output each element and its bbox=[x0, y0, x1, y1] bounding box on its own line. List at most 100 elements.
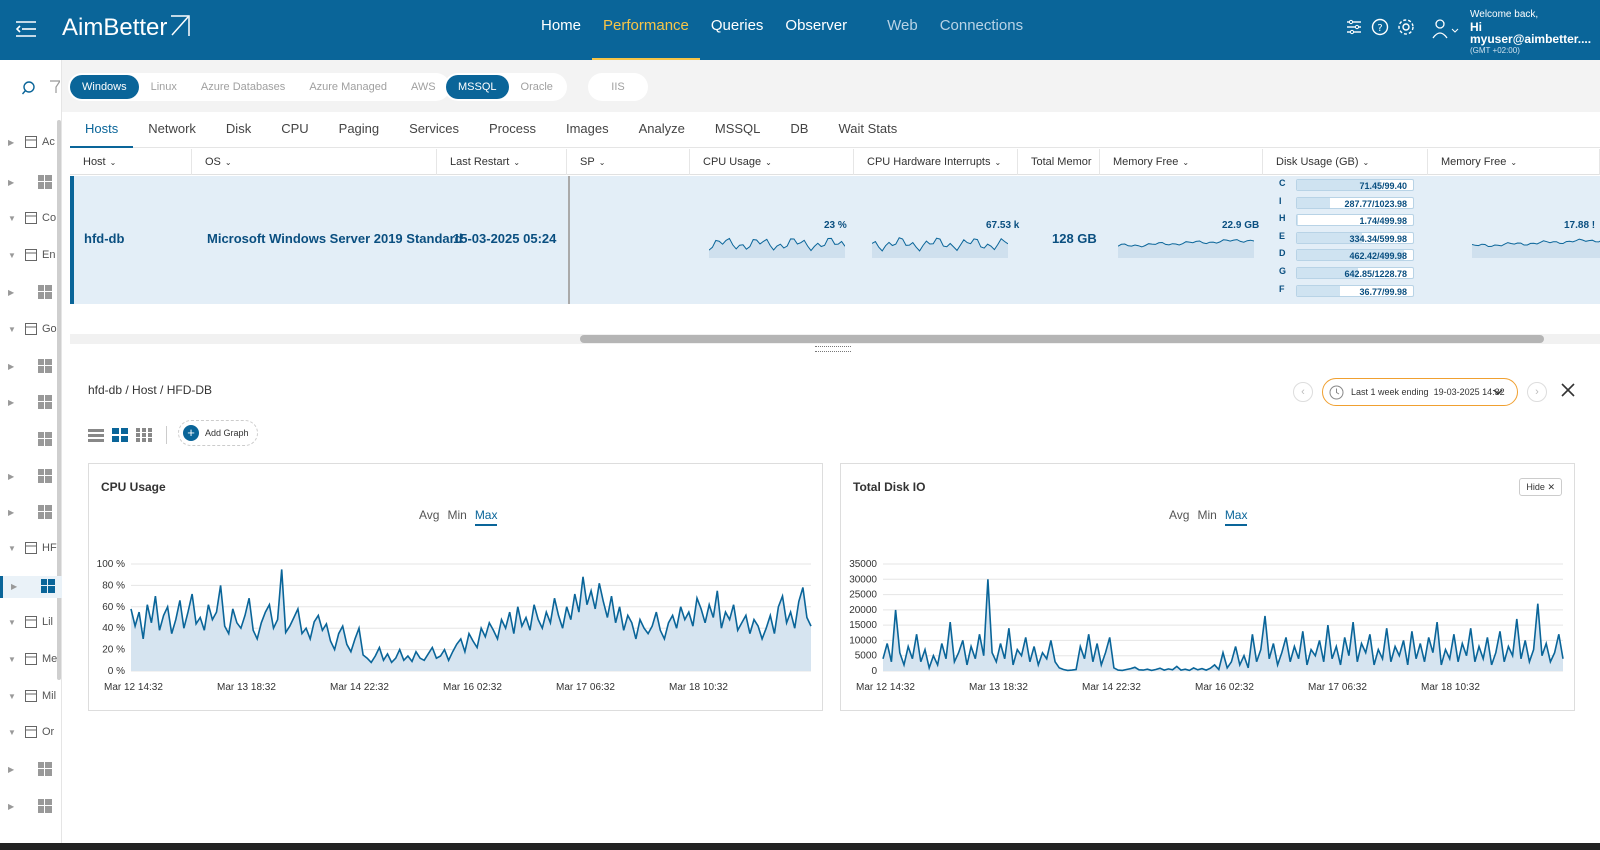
series-line[interactable] bbox=[130, 569, 812, 664]
chevron-down-icon[interactable]: ▼ bbox=[8, 214, 16, 223]
sidebar-server-item[interactable] bbox=[0, 429, 62, 451]
filter-windows[interactable]: Windows bbox=[70, 75, 139, 99]
close-icon[interactable] bbox=[1560, 382, 1576, 398]
cpu-usage-chart[interactable]: 0 % 20 % 40 % 60 % 80 % 100 % Mar 12 14:32 Mar … bbox=[89, 554, 822, 704]
disk-usage-item[interactable]: E 334.34/599.98 bbox=[1274, 231, 1434, 245]
sidebar-group[interactable]: ▼ En bbox=[0, 245, 62, 267]
menu-toggle-icon[interactable] bbox=[16, 20, 36, 38]
agg-max[interactable]: Max bbox=[474, 508, 498, 526]
filter-icon[interactable] bbox=[50, 80, 60, 94]
add-graph-button[interactable]: + Add Graph bbox=[178, 420, 258, 446]
chevron-down-icon[interactable]: ▼ bbox=[8, 655, 16, 664]
disk-io-chart[interactable]: 0 5000 10000 15000 20000 25000 30000 35000 Mar 1… bbox=[841, 554, 1574, 704]
tab-db[interactable]: DB bbox=[790, 121, 809, 136]
time-range-dropdown[interactable]: Last 1 week ending 19-03-2025 14:32 bbox=[1322, 378, 1518, 406]
two-column-view-icon[interactable] bbox=[112, 428, 128, 442]
tab-services[interactable]: Services bbox=[409, 121, 459, 136]
nav-performance[interactable]: Performance bbox=[592, 0, 700, 60]
chevron-right-icon[interactable]: ▶ bbox=[8, 398, 15, 407]
app-logo[interactable]: AimBetter bbox=[62, 14, 191, 42]
tab-analyze[interactable]: Analyze bbox=[638, 121, 685, 136]
sidebar-group[interactable]: ▶ Ac bbox=[0, 132, 62, 154]
agg-avg[interactable]: Avg bbox=[419, 508, 440, 522]
next-period-button[interactable]: › bbox=[1527, 382, 1547, 402]
memory-free-2-sparkline[interactable] bbox=[1472, 228, 1600, 258]
column-header[interactable]: CPU Hardware Interrupts ⌄ bbox=[854, 149, 1018, 175]
chevron-right-icon[interactable]: ▶ bbox=[8, 362, 15, 371]
disk-usage-item[interactable]: F 36.77/99.98 bbox=[1274, 284, 1434, 298]
tab-network[interactable]: Network bbox=[148, 121, 196, 136]
help-icon[interactable]: ? bbox=[1371, 18, 1389, 36]
sidebar-server-item[interactable]: ▶ bbox=[0, 502, 62, 524]
chevron-down-icon[interactable]: ▼ bbox=[8, 692, 16, 701]
tab-process[interactable]: Process bbox=[489, 121, 536, 136]
tab-images[interactable]: Images bbox=[565, 121, 609, 136]
user-icon[interactable] bbox=[1432, 18, 1460, 40]
tab-paging[interactable]: Paging bbox=[338, 121, 380, 136]
agg-min[interactable]: Min bbox=[447, 508, 467, 522]
agg-max[interactable]: Max bbox=[1224, 508, 1248, 526]
disk-usage-item[interactable]: D 462.42/499.98 bbox=[1274, 248, 1434, 262]
sidebar-scrollbar[interactable] bbox=[57, 120, 61, 680]
disk-usage-item[interactable]: G 642.85/1228.78 bbox=[1274, 266, 1434, 280]
sidebar-server-item[interactable]: ▶ bbox=[0, 282, 62, 304]
chevron-down-icon[interactable]: ▶ bbox=[8, 138, 15, 147]
sidebar-server-item[interactable]: ▶ bbox=[0, 466, 62, 488]
sidebar-server-item[interactable]: ▶ bbox=[0, 172, 62, 194]
filter-oracle[interactable]: Oracle bbox=[520, 81, 553, 93]
hide-chart-button[interactable]: Hide ✕ bbox=[1519, 478, 1562, 496]
table-horizontal-scrollbar[interactable] bbox=[580, 335, 1544, 343]
cpu-interrupts-sparkline[interactable] bbox=[872, 228, 1008, 258]
agg-min[interactable]: Min bbox=[1197, 508, 1217, 522]
filter-mssql[interactable]: MSSQL bbox=[446, 75, 509, 99]
chevron-right-icon[interactable]: ▶ bbox=[8, 178, 15, 187]
cpu-usage-sparkline[interactable] bbox=[709, 228, 845, 258]
sidebar-server-item[interactable]: ▶ bbox=[0, 759, 62, 781]
sidebar-server-item[interactable]: ▶ bbox=[0, 576, 62, 598]
column-header[interactable]: Memory Free ⌄ bbox=[1100, 149, 1263, 175]
chevron-down-icon[interactable]: ▼ bbox=[8, 728, 16, 737]
column-header[interactable]: Total Memor bbox=[1018, 149, 1100, 175]
nav-web[interactable]: Web bbox=[887, 17, 918, 34]
tab-cpu[interactable]: CPU bbox=[281, 121, 309, 136]
filter-aws[interactable]: AWS bbox=[410, 81, 436, 93]
chevron-down-icon[interactable]: ▼ bbox=[8, 325, 16, 334]
filter-iis[interactable]: IIS bbox=[611, 81, 625, 93]
column-header[interactable]: OS ⌄ bbox=[192, 149, 437, 175]
chevron-right-icon[interactable]: ▶ bbox=[8, 508, 15, 517]
host-cell[interactable]: hfd-db bbox=[84, 231, 125, 246]
nav-home[interactable]: Home bbox=[541, 17, 582, 34]
filter-azure-databases[interactable]: Azure Databases bbox=[200, 81, 286, 93]
column-header[interactable]: Last Restart ⌄ bbox=[437, 149, 567, 175]
disk-usage-item[interactable]: C 71.45/99.40 bbox=[1274, 178, 1434, 192]
column-header[interactable]: Disk Usage (GB) ⌄ bbox=[1263, 149, 1428, 175]
column-header[interactable]: SP ⌄ bbox=[567, 149, 690, 175]
sidebar-server-item[interactable]: ▶ bbox=[0, 796, 62, 818]
filter-linux[interactable]: Linux bbox=[150, 81, 177, 93]
prev-period-button[interactable]: ‹ bbox=[1293, 382, 1313, 402]
sidebar-group[interactable]: ▼ Lil bbox=[0, 612, 62, 634]
sidebar-server-item[interactable]: ▶ bbox=[0, 392, 62, 414]
list-view-icon[interactable] bbox=[88, 428, 104, 442]
chevron-right-icon[interactable]: ▶ bbox=[8, 288, 15, 297]
disk-usage-item[interactable]: I 287.77/1023.98 bbox=[1274, 196, 1434, 210]
tab-hosts[interactable]: Hosts bbox=[70, 112, 134, 148]
tab-mssql[interactable]: MSSQL bbox=[714, 121, 761, 136]
panel-resize-handle[interactable] bbox=[815, 346, 851, 352]
grid-view-icon[interactable] bbox=[136, 428, 152, 442]
sidebar-server-item[interactable]: ▶ bbox=[0, 356, 62, 378]
sidebar-group[interactable]: ▼ Co bbox=[0, 208, 62, 230]
column-header[interactable]: Memory Free ⌄ bbox=[1428, 149, 1600, 175]
filter-azure-managed[interactable]: Azure Managed bbox=[309, 81, 387, 93]
nav-observer[interactable]: Observer bbox=[785, 17, 848, 34]
series-line[interactable] bbox=[882, 579, 1564, 672]
memory-free-sparkline[interactable] bbox=[1118, 228, 1254, 258]
column-header[interactable]: Host ⌄ bbox=[70, 149, 192, 175]
sliders-icon[interactable] bbox=[1345, 18, 1363, 36]
table-row[interactable]: hfd-db Microsoft Windows Server 2019 Sta… bbox=[70, 176, 1600, 304]
sidebar-group[interactable]: ▼ Mil bbox=[0, 686, 62, 708]
chevron-down-icon[interactable]: ▼ bbox=[8, 251, 16, 260]
sidebar-group[interactable]: ▼ Me bbox=[0, 649, 62, 671]
sidebar-group[interactable]: ▼ HF bbox=[0, 538, 62, 560]
chevron-right-icon[interactable]: ▶ bbox=[8, 765, 15, 774]
